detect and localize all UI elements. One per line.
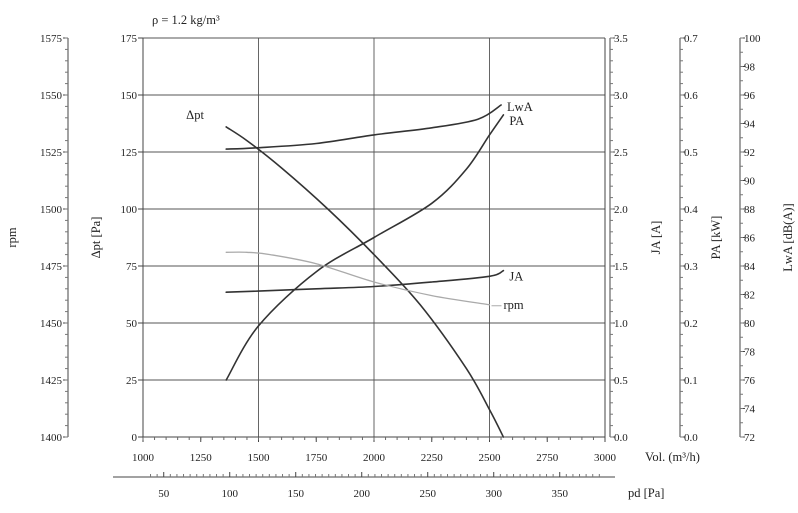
pd-tick-label: 350 — [551, 488, 568, 500]
x-tick-label: 1750 — [305, 452, 328, 464]
x-tick-label: 2250 — [421, 452, 444, 464]
pa-tick-label: 0.2 — [684, 318, 698, 330]
series-label-pa: PA — [509, 114, 524, 128]
dpt-tick-label: 0 — [132, 432, 138, 444]
x-tick-label: 3000 — [594, 452, 617, 464]
pa-tick-label: 0.0 — [684, 432, 698, 444]
lwa-tick-label: 96 — [744, 90, 756, 102]
rpm-axis-label: rpm — [5, 227, 19, 247]
ja-tick-label: 3.0 — [614, 90, 628, 102]
axes: 1000 1250 1500 1750 2000 2250 2500 2750 3000 Vol.… — [5, 33, 795, 500]
pa-tick-label: 0.5 — [684, 147, 698, 159]
pd-tick-label: 150 — [287, 488, 304, 500]
dpt-axis-label: Δpt [Pa] — [89, 217, 103, 259]
series-label-ja: JA — [509, 270, 523, 284]
x-tick-label: 1500 — [248, 452, 271, 464]
ja-tick-label: 2.5 — [614, 147, 628, 159]
lwa-tick-label: 98 — [744, 62, 756, 74]
x-tick-label: 1250 — [190, 452, 213, 464]
lwa-tick-label: 90 — [744, 176, 756, 188]
lwa-tick-label: 92 — [744, 147, 755, 159]
lwa-axis-label: LwA [dB(A)] — [781, 203, 795, 271]
lwa-tick-label: 72 — [744, 432, 755, 444]
pd-tick-label: 200 — [353, 488, 370, 500]
pd-tick-label: 250 — [419, 488, 436, 500]
curve-rpm — [225, 251, 491, 306]
rpm-tick-label: 1550 — [40, 90, 63, 102]
pd-tick-label: 300 — [485, 488, 502, 500]
rpm-tick-label: 1475 — [40, 261, 63, 273]
dpt-tick-label: 25 — [126, 375, 138, 387]
rpm-tick-label: 1525 — [40, 147, 63, 159]
x-tick-label: 2000 — [363, 452, 386, 464]
ja-axis-label: JA [A] — [649, 221, 663, 255]
series-label-pt: Δpt — [186, 108, 204, 122]
dpt-tick-label: 175 — [121, 33, 138, 45]
chart-title: ρ = 1.2 kg/m³ — [152, 13, 220, 27]
pd-axis-label: pd [Pa] — [628, 486, 664, 500]
curve-lwa — [225, 104, 502, 150]
dpt-tick-label: 100 — [121, 204, 138, 216]
x-tick-label: 1000 — [132, 452, 155, 464]
lwa-tick-label: 74 — [744, 404, 756, 416]
lwa-tick-label: 84 — [744, 261, 756, 273]
dpt-tick-label: 150 — [121, 90, 138, 102]
ja-tick-label: 3.5 — [614, 33, 628, 45]
x-tick-label: 2750 — [536, 452, 559, 464]
lwa-tick-label: 94 — [744, 119, 756, 131]
x-tick-label: 2500 — [479, 452, 502, 464]
labels: Δpt PA JA LwA rpm — [186, 100, 533, 312]
ja-tick-label: 2.0 — [614, 204, 628, 216]
ja-tick-label: 0.5 — [614, 375, 628, 387]
lwa-tick-label: 100 — [744, 33, 761, 45]
curve-pt — [225, 126, 505, 438]
lwa-tick-label: 80 — [744, 318, 756, 330]
dpt-tick-label: 50 — [126, 318, 138, 330]
lwa-tick-label: 78 — [744, 347, 756, 359]
pd-tick-label: 100 — [221, 488, 238, 500]
lwa-tick-label: 82 — [744, 290, 755, 302]
rpm-tick-label: 1575 — [40, 33, 63, 45]
dpt-tick-label: 125 — [121, 147, 138, 159]
ja-tick-label: 1.0 — [614, 318, 628, 330]
lwa-tick-label: 86 — [744, 233, 756, 245]
rpm-tick-label: 1400 — [40, 432, 63, 444]
pa-tick-label: 0.1 — [684, 375, 698, 387]
pa-tick-label: 0.4 — [684, 204, 698, 216]
series-label-lwa: LwA — [507, 100, 533, 114]
ja-tick-label: 0.0 — [614, 432, 628, 444]
pd-tick-label: 50 — [158, 488, 170, 500]
curve-pa — [225, 114, 505, 381]
series-label-rpm: rpm — [504, 298, 524, 312]
rpm-tick-label: 1425 — [40, 375, 63, 387]
curve-ja — [225, 269, 505, 293]
lwa-tick-label: 76 — [744, 375, 756, 387]
pa-tick-label: 0.6 — [684, 90, 698, 102]
pa-tick-label: 0.3 — [684, 261, 698, 273]
x-axis-label: Vol. (m³/h) — [645, 450, 700, 464]
lwa-tick-label: 88 — [744, 204, 756, 216]
dpt-tick-label: 75 — [126, 261, 138, 273]
curves — [225, 104, 505, 438]
rpm-tick-label: 1450 — [40, 318, 63, 330]
pa-axis-label: PA [kW] — [709, 216, 723, 260]
rpm-tick-label: 1500 — [40, 204, 63, 216]
ja-tick-label: 1.5 — [614, 261, 628, 273]
pa-tick-label: 0.7 — [684, 33, 698, 45]
